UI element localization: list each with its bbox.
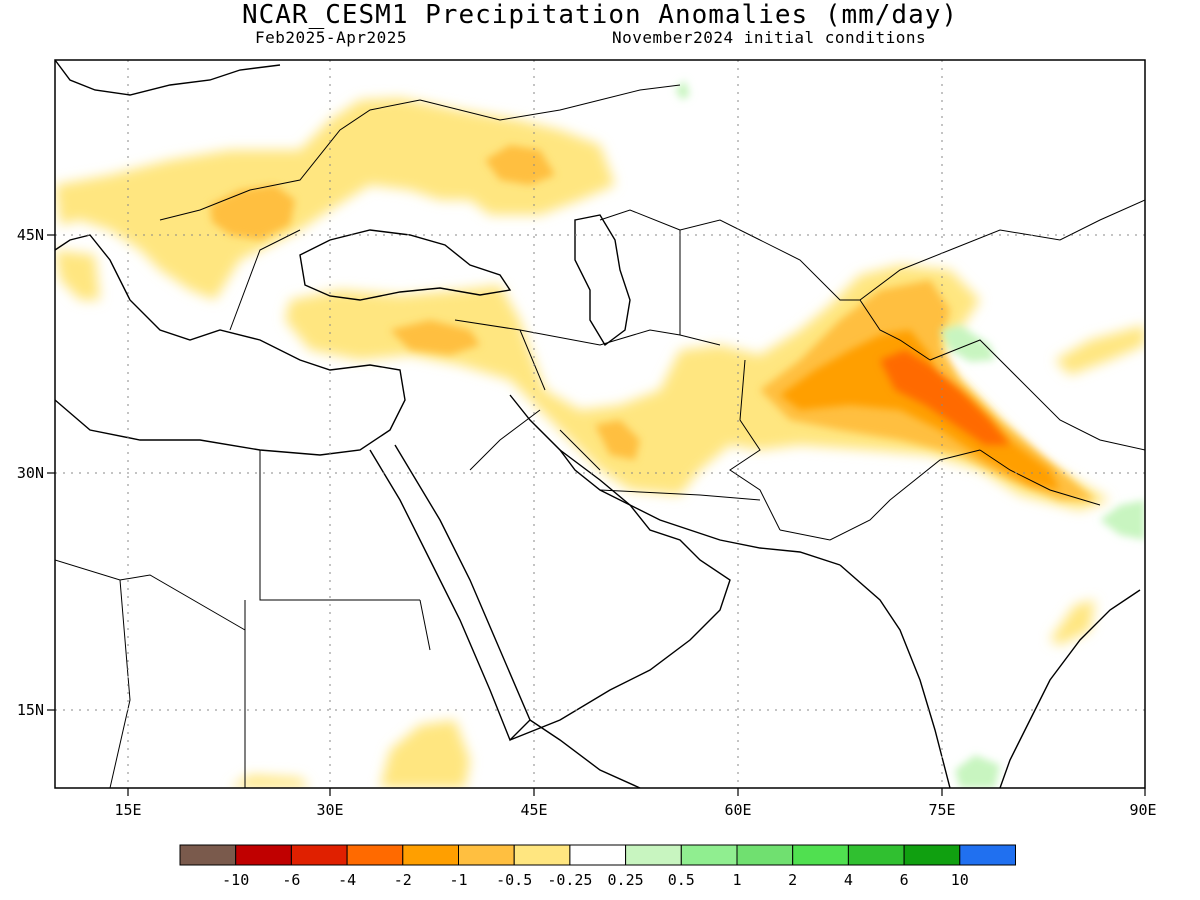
country-borders (55, 84, 1145, 788)
colorbar-swatch (847, 844, 905, 866)
colorbar-swatch (513, 844, 571, 866)
colorbar: -10 -6 -4 -2 -1 -0.5 -0.25 0.25 0.5 1 2 4 6 10 (179, 844, 1016, 889)
colorbar-label: 0.25 (608, 871, 644, 889)
anomaly-green-northeast (1100, 500, 1145, 540)
anomaly-orange-afghanistan (780, 330, 1060, 490)
colorbar-label: 10 (951, 871, 969, 889)
lat-label: 30N (17, 464, 44, 482)
forecast-period: Feb2025-Apr2025 (255, 28, 407, 47)
anomaly-green-tibet (940, 325, 995, 362)
anomaly-area-iberia-edge (55, 250, 100, 300)
colorbar-swatch (402, 844, 459, 866)
anomaly-area-bay (1050, 600, 1095, 645)
colorbar-swatch (625, 844, 682, 866)
colorbar-label: 2 (788, 871, 797, 889)
arabia-coast (509, 394, 731, 741)
europe-north-coast (55, 60, 281, 96)
lon-label: 75E (928, 801, 955, 819)
lon-label: 15E (114, 801, 141, 819)
colorbar-label: -2 (394, 871, 412, 889)
lat-label: 15N (17, 701, 44, 719)
anomaly-area-sahel (230, 775, 310, 788)
colorbar-label: -4 (338, 871, 356, 889)
latitude-labels: 45N 30N 15N (17, 226, 44, 719)
colorbar-swatch (569, 844, 627, 866)
colorbar-swatch (235, 844, 292, 866)
colorbar-label: -1 (449, 871, 467, 889)
axis-ticks (47, 234, 1146, 796)
anomaly-core-anatolia (390, 320, 480, 355)
anomaly-core-balkans (210, 185, 295, 240)
africa-horn-coast (529, 719, 641, 788)
colorbar-swatch (903, 844, 961, 866)
colorbar-label: -0.5 (496, 871, 532, 889)
red-sea-coast (369, 444, 531, 742)
graticule (55, 60, 1145, 788)
india-east-coast (999, 589, 1141, 788)
india-west-coast (839, 564, 951, 788)
colorbar-swatch (736, 844, 794, 866)
persian-gulf-coast (559, 449, 841, 566)
anomaly-green-south-india (955, 755, 1000, 788)
colorbar-swatch (680, 844, 738, 866)
colorbar-label: 4 (844, 871, 853, 889)
anomaly-core-russia (485, 145, 555, 185)
colorbar-label: -10 (222, 871, 249, 889)
lon-label: 60E (724, 801, 751, 819)
colorbar-label: -6 (282, 871, 300, 889)
colorbar-swatch (346, 844, 404, 866)
black-sea-coast (299, 229, 512, 301)
anomaly-area-east (1055, 325, 1145, 375)
colorbar-label: 1 (732, 871, 741, 889)
colorbar-label: 6 (900, 871, 909, 889)
anomaly-shading (55, 80, 1145, 788)
colorbar-swatch (290, 844, 348, 866)
map-title: NCAR_CESM1 Precipitation Anomalies (mm/d… (241, 0, 959, 30)
lat-label: 45N (17, 226, 44, 244)
lon-label: 45E (520, 801, 547, 819)
anomaly-darkorange-kashmir (880, 350, 1010, 445)
anomaly-area-africa (380, 720, 470, 788)
lon-label: 30E (316, 801, 343, 819)
anomaly-area-europe (55, 98, 615, 300)
anomaly-green-siberia (675, 80, 690, 100)
colorbar-label: 0.5 (668, 871, 695, 889)
colorbar-swatch (792, 844, 849, 866)
colorbar-swatch (458, 844, 515, 866)
map-frame (54, 59, 1146, 789)
coastlines (55, 60, 1141, 788)
colorbar-swatch (179, 844, 237, 866)
lon-label: 90E (1129, 801, 1156, 819)
caspian-sea-coast (574, 214, 631, 347)
initial-conditions: November2024 initial conditions (612, 28, 927, 47)
anomaly-core-iraq (595, 420, 640, 460)
colorbar-swatch (959, 844, 1016, 866)
mediterranean-coast (55, 234, 406, 456)
longitude-labels: 15E 30E 45E 60E 75E 90E (114, 801, 1156, 819)
colorbar-label: -0.25 (547, 871, 592, 889)
